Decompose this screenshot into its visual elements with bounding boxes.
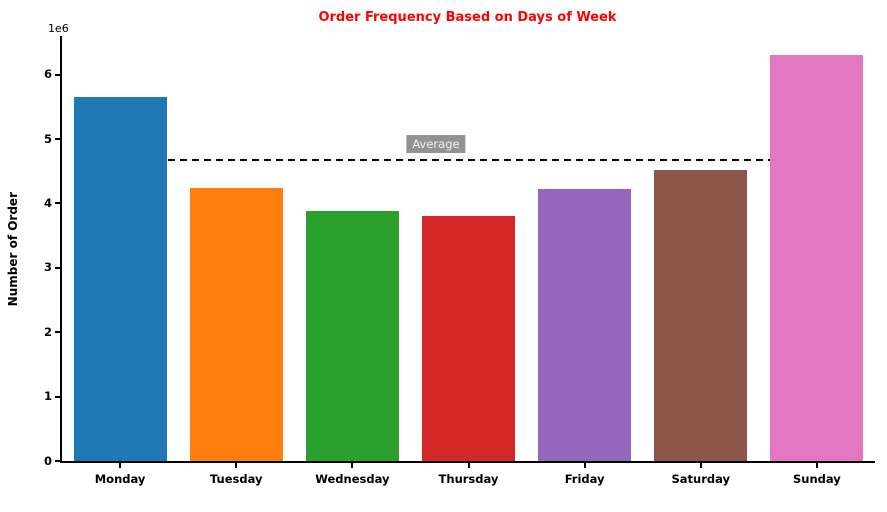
x-tick-label-thursday: Thursday (438, 472, 499, 486)
y-tick-mark-4 (55, 202, 60, 205)
y-tick-mark-2 (55, 331, 60, 334)
y-tick-label-3: 3 (43, 260, 52, 275)
y-axis-offset-text: 1e6 (48, 22, 69, 35)
bar-wednesday (305, 211, 399, 461)
x-tick-label-monday: Monday (94, 472, 146, 486)
y-axis-label: Number of Order (6, 192, 20, 307)
x-tick-mark-friday (583, 463, 586, 468)
y-tick-label-0: 0 (43, 453, 52, 468)
chart-title: Order Frequency Based on Days of Week (318, 10, 617, 25)
plot-area: Average Monday Tuesday Wednesday Thursday Fr… (44, 36, 875, 486)
x-tick-label-tuesday: Tuesday (209, 472, 263, 486)
y-tick-label-4: 4 (43, 195, 52, 210)
bar-tuesday (189, 187, 283, 461)
x-tick-mark-tuesday (235, 463, 238, 468)
y-tick-label-1: 1 (43, 388, 52, 403)
bar-sunday (770, 55, 864, 461)
y-tick-mark-1 (55, 395, 60, 398)
x-tick-label-wednesday: Wednesday (315, 472, 390, 486)
y-tick-label-2: 2 (43, 324, 52, 339)
y-tick-mark-6 (55, 73, 60, 76)
y-tick-label-5: 5 (43, 131, 52, 146)
x-tick-label-saturday: Saturday (671, 472, 731, 486)
y-tick-mark-5 (55, 138, 60, 141)
x-tick-label-sunday: Sunday (793, 472, 841, 486)
x-tick-mark-sunday (815, 463, 818, 468)
bar-friday (538, 188, 632, 461)
x-tick-mark-monday (119, 463, 122, 468)
y-tick-mark-0 (55, 460, 60, 462)
y-axis-label-wrap: Number of Order (6, 36, 20, 463)
y-tick-mark-3 (55, 266, 60, 269)
x-tick-mark-saturday (699, 463, 702, 468)
bar-monday (73, 96, 167, 461)
average-label: Average (406, 134, 466, 153)
bar-saturday (654, 169, 748, 461)
y-tick-label-6: 6 (43, 66, 52, 81)
x-tick-label-friday: Friday (564, 472, 605, 486)
x-tick-mark-wednesday (351, 463, 354, 468)
bar-thursday (422, 215, 515, 461)
x-tick-mark-thursday (467, 463, 470, 468)
average-line (120, 158, 817, 161)
